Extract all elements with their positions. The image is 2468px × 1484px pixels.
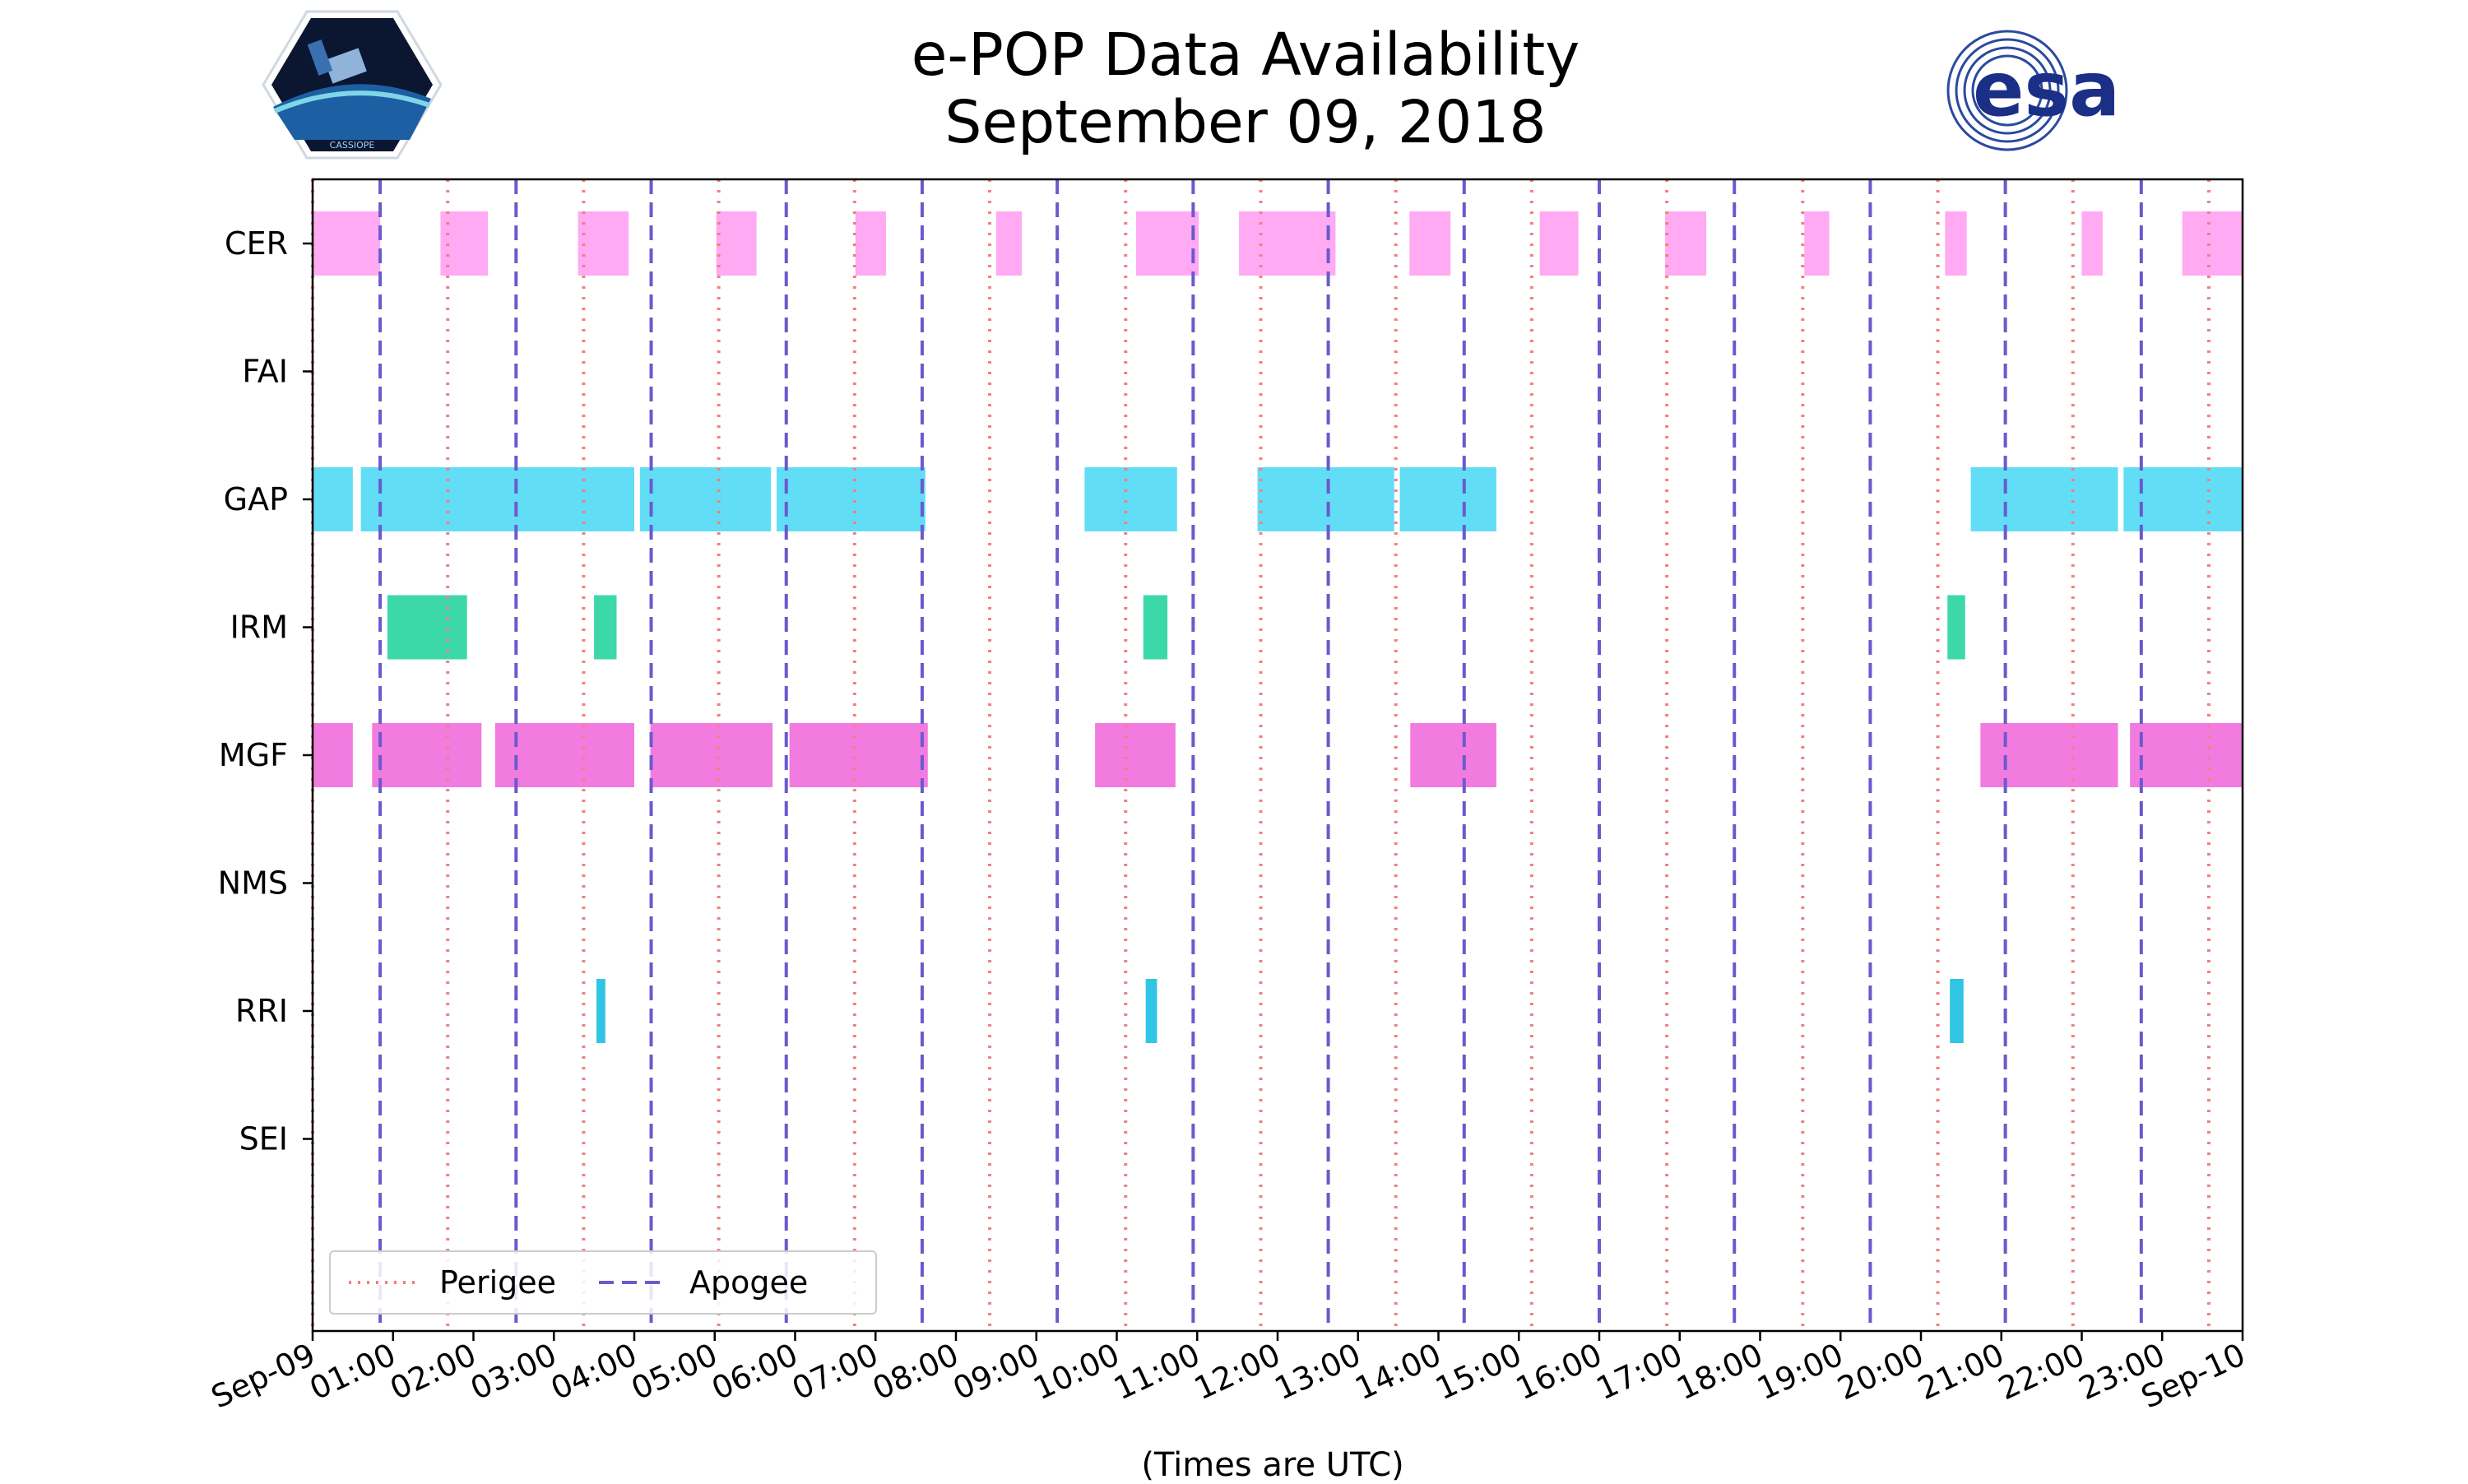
chart-legend: Perigee Apogee [329,1250,877,1315]
bar-cer-10 [1665,211,1707,276]
x-tick-label-2: 02:00 [384,1336,481,1407]
y-axis: CER FAI GAP IRM MGF NMS RRI SEI [218,225,313,1157]
bar-rri-2 [1950,979,1964,1043]
bar-gap-0 [313,467,353,531]
x-tick-label-0: Sep-09 [206,1336,321,1415]
bar-rri-0 [596,979,605,1043]
legend-item-perigee: Perigee [349,1264,556,1301]
bar-mgf-1 [372,723,482,787]
cassiope-badge-text: CASSIOPE [330,140,375,151]
x-tick-label-17: 17:00 [1591,1336,1688,1407]
cassiope-mission-logo: CASSIOPE [262,10,443,160]
bar-irm-1 [594,595,617,660]
bar-gap-1 [360,467,634,531]
bar-cer-7 [1239,211,1336,276]
x-tick-label-16: 16:00 [1510,1336,1607,1407]
bar-cer-5 [995,211,1023,276]
bar-mgf-8 [2130,723,2243,787]
bar-cer-2 [578,211,629,276]
bar-mgf-6 [1410,723,1496,787]
x-tick-label-10: 10:00 [1028,1336,1125,1407]
x-tick-label-15: 15:00 [1430,1336,1527,1407]
bar-irm-0 [387,595,467,660]
bar-irm-3 [1947,595,1965,660]
x-tick-label-3: 03:00 [465,1336,562,1407]
orbit-lines-layer [311,179,2211,1331]
y-tick-label-mgf: MGF [219,737,288,773]
x-tick-label-4: 04:00 [545,1336,643,1407]
legend-label-perigee: Perigee [439,1264,556,1301]
bar-irm-2 [1143,595,1168,660]
x-tick-label-18: 18:00 [1671,1336,1768,1407]
bar-mgf-5 [1095,723,1176,787]
bar-cer-9 [1539,211,1579,276]
chart-title-line2: September 09, 2018 [944,88,1547,156]
x-tick-label-9: 09:00 [948,1336,1045,1407]
bar-gap-3 [777,467,926,531]
bar-cer-8 [1409,211,1451,276]
y-tick-label-irm: IRM [230,610,288,646]
bar-cer-13 [2081,211,2103,276]
x-tick-label-8: 08:00 [867,1336,964,1407]
x-tick-label-22: 22:00 [1992,1336,2090,1407]
y-tick-label-cer: CER [225,225,288,262]
x-tick-label-12: 12:00 [1189,1336,1286,1407]
y-tick-label-nms: NMS [218,865,288,902]
apogee-swatch [599,1281,665,1284]
bar-gap-4 [1084,467,1177,531]
bar-mgf-4 [789,723,928,787]
x-axis-label: (Times are UTC) [1141,1446,1404,1484]
x-tick-label-13: 13:00 [1269,1336,1366,1407]
x-axis: Sep-0901:0002:0003:0004:0005:0006:0007:0… [206,1331,2251,1416]
perigee-swatch [349,1281,415,1284]
x-tick-label-14: 14:00 [1349,1336,1446,1407]
bar-cer-4 [855,211,886,276]
bar-mgf-2 [494,723,634,787]
x-tick-label-6: 06:00 [706,1336,803,1407]
x-tick-label-11: 11:00 [1108,1336,1205,1407]
x-tick-label-7: 07:00 [786,1336,884,1407]
legend-item-apogee: Apogee [599,1264,808,1301]
bar-cer-3 [716,211,757,276]
bar-mgf-3 [650,723,773,787]
y-tick-label-fai: FAI [242,354,288,390]
bar-gap-2 [639,467,772,531]
esa-logo: esa [1946,30,2120,151]
bar-gap-6 [1399,467,1496,531]
x-tick-label-5: 05:00 [626,1336,723,1407]
bar-mgf-7 [1980,723,2118,787]
bar-cer-6 [1135,211,1199,276]
bar-mgf-0 [313,723,353,787]
legend-label-apogee: Apogee [689,1264,809,1301]
x-tick-label-1: 01:00 [304,1336,401,1407]
x-tick-label-21: 21:00 [1913,1336,2010,1407]
chart-title-line1: e-POP Data Availability [911,21,1580,89]
bars-layer [313,211,2243,1043]
y-tick-label-rri: RRI [235,993,288,1029]
x-tick-label-19: 19:00 [1751,1336,1849,1407]
bar-cer-14 [2182,211,2243,276]
bar-gap-7 [1970,467,2118,531]
bar-rri-1 [1145,979,1157,1043]
y-tick-label-sei: SEI [239,1121,288,1157]
x-tick-label-20: 20:00 [1832,1336,1929,1407]
esa-logo-text: esa [1973,45,2120,133]
y-tick-label-gap: GAP [224,481,288,517]
bar-gap-8 [2123,467,2243,531]
bar-cer-12 [1945,211,1967,276]
bar-gap-5 [1257,467,1394,531]
bar-cer-11 [1804,211,1830,276]
bar-cer-0 [313,211,381,276]
